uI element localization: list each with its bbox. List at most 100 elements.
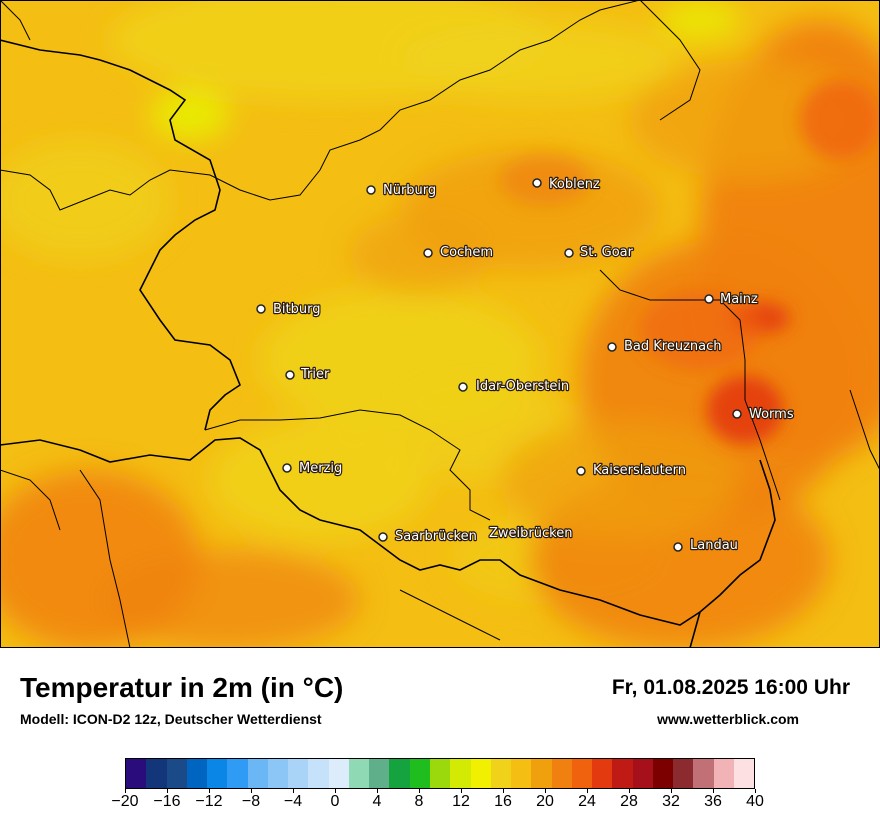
color-scale-swatch (207, 759, 228, 788)
color-scale-tick-label: −16 (153, 793, 181, 810)
color-scale-swatch (227, 759, 248, 788)
city-label: Idar-Oberstein (476, 379, 569, 394)
color-scale-swatch (186, 759, 208, 788)
valid-time: Fr, 01.08.2025 16:00 Uhr (611, 676, 850, 699)
color-scale-swatch (348, 759, 370, 788)
color-scale-tick-label: −12 (195, 793, 223, 810)
country-borders (0, 39, 776, 648)
color-scale-tick-label: 20 (536, 793, 554, 810)
city-label: Trier (300, 367, 330, 382)
color-scale-tick (754, 789, 756, 793)
color-scale-tick (670, 789, 672, 793)
color-scale-swatch (490, 759, 512, 788)
color-scale-tick-label: −20 (111, 793, 139, 810)
city-label: Mainz (720, 292, 758, 307)
city-label: Nürburg (383, 183, 436, 198)
color-scale-tick-label: 4 (372, 793, 382, 810)
color-scale-swatch (733, 759, 755, 788)
color-scale-swatch (632, 759, 653, 788)
color-scale-tick (334, 789, 336, 793)
map-title: Temperatur in 2m (in °C) (20, 672, 344, 703)
city-markers: Nürburg Koblenz Cochem St. Goar Bitburg … (256, 176, 795, 554)
color-scale-swatch (652, 759, 674, 788)
color-scale-tick (124, 789, 126, 793)
color-scale-swatch (267, 759, 289, 788)
city-label: Merzig (299, 461, 342, 476)
color-scale-tick-label: 0 (330, 793, 340, 810)
city-worms: Worms (732, 406, 795, 423)
color-scale-swatch (551, 759, 572, 788)
city-label: Bitburg (273, 302, 321, 317)
color-scale-swatch (146, 759, 167, 788)
city-label: Kaiserslautern (593, 463, 686, 478)
city-merzig: Merzig (282, 460, 343, 477)
city-trier: Trier (285, 366, 331, 383)
color-scale-tick (544, 789, 546, 793)
color-scale-tick (376, 789, 378, 793)
color-scale-tick-label: 32 (662, 793, 680, 810)
color-scale-tick-label: 24 (578, 793, 596, 810)
color-scale-tick-label: −8 (241, 793, 261, 810)
color-scale-swatch (389, 759, 410, 788)
city-kaiserslautern: Kaiserslautern (576, 462, 687, 479)
color-scale-swatch (369, 759, 390, 788)
color-scale-swatch (693, 759, 714, 788)
temperature-field-gradients (0, 0, 880, 648)
color-scale-swatch (450, 759, 471, 788)
color-scale-swatch (592, 759, 613, 788)
city-cochem: Cochem (423, 244, 494, 261)
color-scale-tick (460, 789, 462, 793)
color-scale-tick-label: 36 (704, 793, 722, 810)
color-scale-swatch (409, 759, 430, 788)
city-nuerburg: Nürburg (366, 182, 437, 199)
color-scale-swatch (612, 759, 633, 788)
color-scale-swatch (429, 759, 451, 788)
color-scale-swatch (713, 759, 734, 788)
color-scale-tick-label: −4 (283, 793, 303, 810)
city-bad-kreuznach: Bad Kreuznach (607, 338, 723, 355)
color-scale-swatch (470, 759, 491, 788)
color-scale-swatch (531, 759, 552, 788)
color-scale-tick (250, 789, 252, 793)
model-source: Modell: ICON-D2 12z, Deutscher Wetterdie… (20, 711, 322, 727)
temperature-map: Nürburg Koblenz Cochem St. Goar Bitburg … (0, 0, 880, 648)
color-scale-tick-label: 40 (746, 793, 764, 810)
map-canvas: Nürburg Koblenz Cochem St. Goar Bitburg … (0, 0, 880, 648)
color-scale-tick (628, 789, 630, 793)
city-label: St. Goar (580, 245, 634, 260)
color-scale-tick-label: 12 (452, 793, 470, 810)
color-scale-swatch (571, 759, 593, 788)
city-mainz: Mainz (704, 291, 759, 308)
color-scale-swatch (288, 759, 309, 788)
color-scale-swatch (673, 759, 694, 788)
color-scale-swatch (126, 759, 147, 788)
color-scale-tick-label: 16 (494, 793, 512, 810)
city-label: Bad Kreuznach (624, 339, 722, 354)
city-idar-oberstein: Idar-Oberstein (458, 378, 570, 395)
color-scale-swatch (308, 759, 329, 788)
color-scale-tick (418, 789, 420, 793)
color-scale-swatch (511, 759, 532, 788)
city-label: Cochem (440, 245, 493, 260)
city-st-goar: St. Goar (564, 244, 635, 261)
color-scale-tick (166, 789, 168, 793)
color-scale-bar (125, 758, 755, 789)
color-scale-tick-label: 28 (620, 793, 638, 810)
color-scale-ticks: −20 −16 −12 −8 −4 0 4 8 12 16 20 24 28 32 36 40 (111, 789, 764, 819)
color-scale-tick (502, 789, 504, 793)
city-zweibruecken: Zweibrücken (488, 525, 574, 542)
map-footer: Temperatur in 2m (in °C) Modell: ICON-D2… (0, 648, 880, 830)
color-scale-swatch (328, 759, 349, 788)
city-label: Saarbrücken (395, 529, 477, 544)
color-scale-tick (292, 789, 294, 793)
region-borders (0, 0, 880, 648)
city-label: Koblenz (549, 177, 600, 192)
city-label: Zweibrücken (489, 526, 572, 541)
city-saarbruecken: Saarbrücken (378, 528, 478, 545)
website-link[interactable]: www.wetterblick.com (657, 711, 799, 727)
color-scale-tick-label: 8 (414, 793, 424, 810)
color-scale-swatch (166, 759, 187, 788)
city-label: Landau (690, 538, 738, 553)
city-landau: Landau (673, 537, 739, 554)
city-label: Worms (749, 407, 794, 422)
